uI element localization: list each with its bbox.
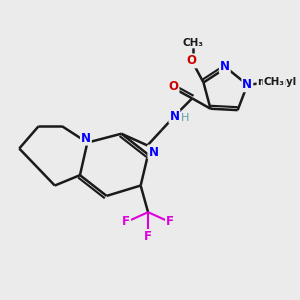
- Text: N: N: [220, 60, 230, 73]
- Text: F: F: [122, 215, 130, 229]
- Text: N: N: [242, 78, 252, 91]
- Text: CH₃: CH₃: [183, 38, 204, 47]
- Text: N: N: [81, 132, 91, 145]
- Text: N: N: [169, 110, 179, 123]
- Text: CH₃: CH₃: [263, 77, 284, 87]
- Text: methyl: methyl: [257, 77, 296, 87]
- Text: O: O: [169, 80, 178, 93]
- Text: O: O: [187, 54, 196, 68]
- Text: H: H: [181, 113, 189, 123]
- Text: N: N: [148, 146, 158, 159]
- Text: F: F: [144, 230, 152, 243]
- Text: F: F: [166, 215, 174, 229]
